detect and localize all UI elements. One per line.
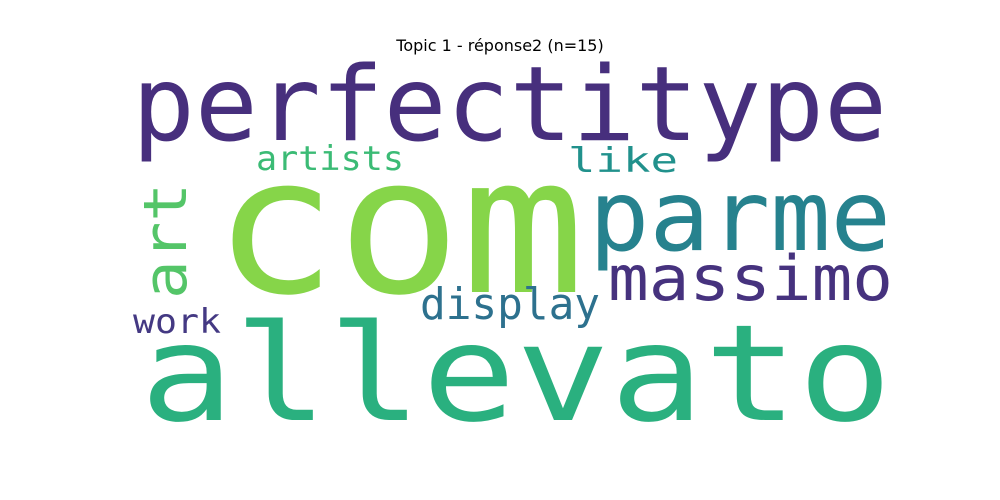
figure-title: Topic 1 - réponse2 (n=15): [396, 36, 604, 55]
word-massimo: massimo: [608, 242, 893, 315]
word-work: work: [133, 302, 221, 342]
word-art: art: [131, 183, 201, 299]
word-com: com: [213, 116, 585, 337]
word-artists: artists: [256, 139, 404, 179]
word-display: display: [420, 279, 600, 330]
word-like: like: [568, 141, 678, 181]
word-allevato: allevato: [140, 296, 892, 452]
word-parme: parme: [589, 160, 891, 274]
word-perfectitype: perfectitype: [132, 45, 887, 165]
